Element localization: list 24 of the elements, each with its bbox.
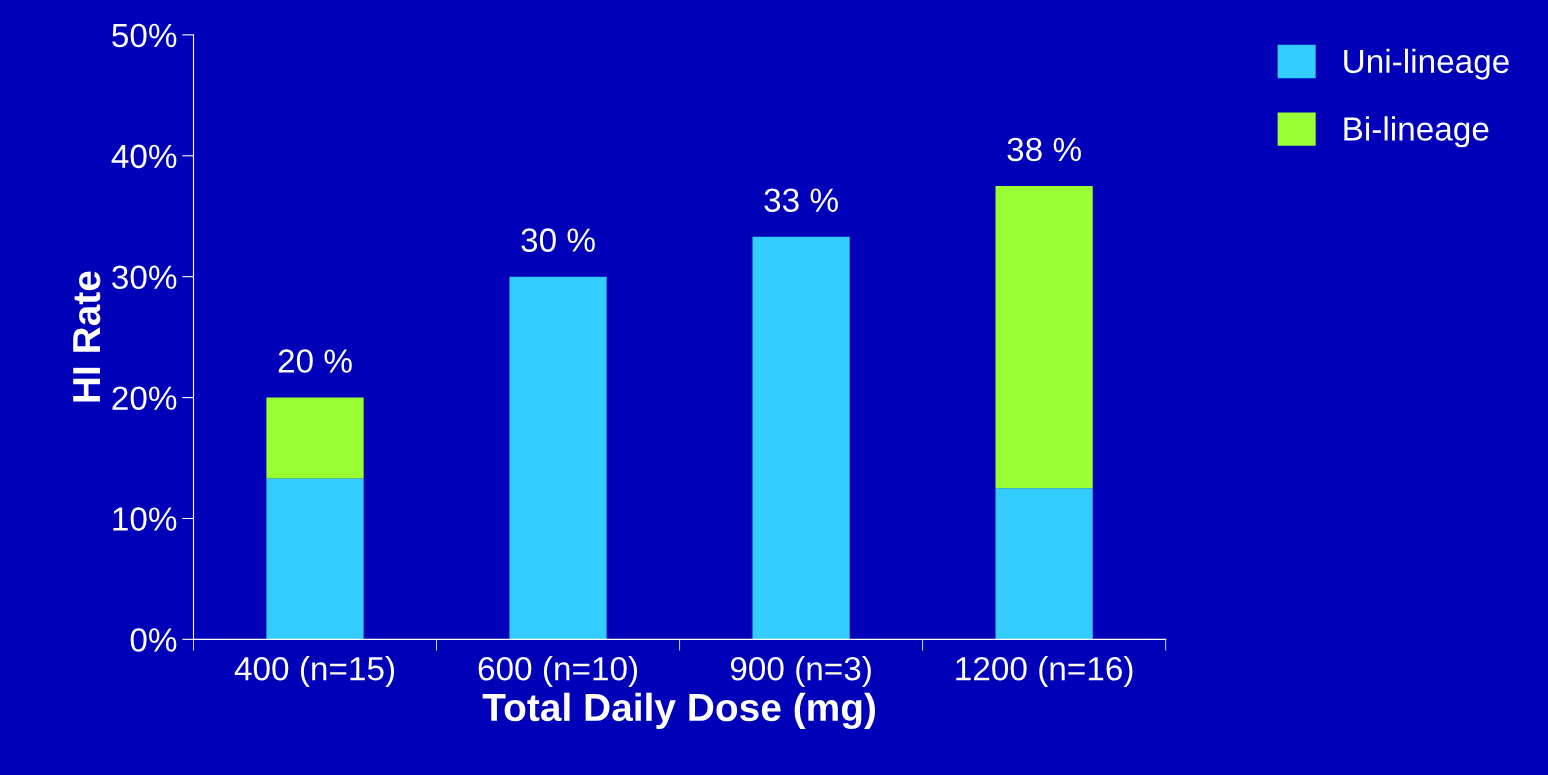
x-tick-label: 400 (n=15) bbox=[234, 656, 395, 688]
bar bbox=[995, 186, 1093, 489]
x-tick-label: 600 (n=10) bbox=[478, 656, 638, 688]
y-tick-label: 50% bbox=[112, 23, 177, 48]
x-tick-label: 1200 (n=16) bbox=[956, 656, 1133, 688]
y-tick-label: 10% bbox=[113, 507, 177, 531]
legend-label: Bi-lineage bbox=[1344, 116, 1489, 148]
bar bbox=[266, 397, 364, 479]
x-axis-title: Total Daily Dose (mg) bbox=[482, 692, 876, 730]
bar bbox=[995, 488, 1093, 640]
total-label: 33 % bbox=[764, 188, 838, 213]
y-tick-label: 20% bbox=[112, 386, 177, 410]
total-label: 38 % bbox=[1007, 137, 1081, 162]
bar bbox=[752, 236, 850, 640]
y-tick-label: 30% bbox=[112, 265, 177, 290]
total-label: 20 % bbox=[278, 349, 352, 373]
bar bbox=[266, 478, 364, 640]
bar bbox=[509, 276, 607, 640]
x-tick-label: 900 (n=3) bbox=[730, 656, 871, 688]
y-axis-title: HI Rate bbox=[73, 271, 101, 402]
y-tick-label: 40% bbox=[111, 144, 177, 169]
legend-label: Uni-lineage bbox=[1344, 48, 1509, 80]
y-tick-label: 0% bbox=[130, 628, 177, 652]
total-label: 30 % bbox=[521, 228, 595, 252]
